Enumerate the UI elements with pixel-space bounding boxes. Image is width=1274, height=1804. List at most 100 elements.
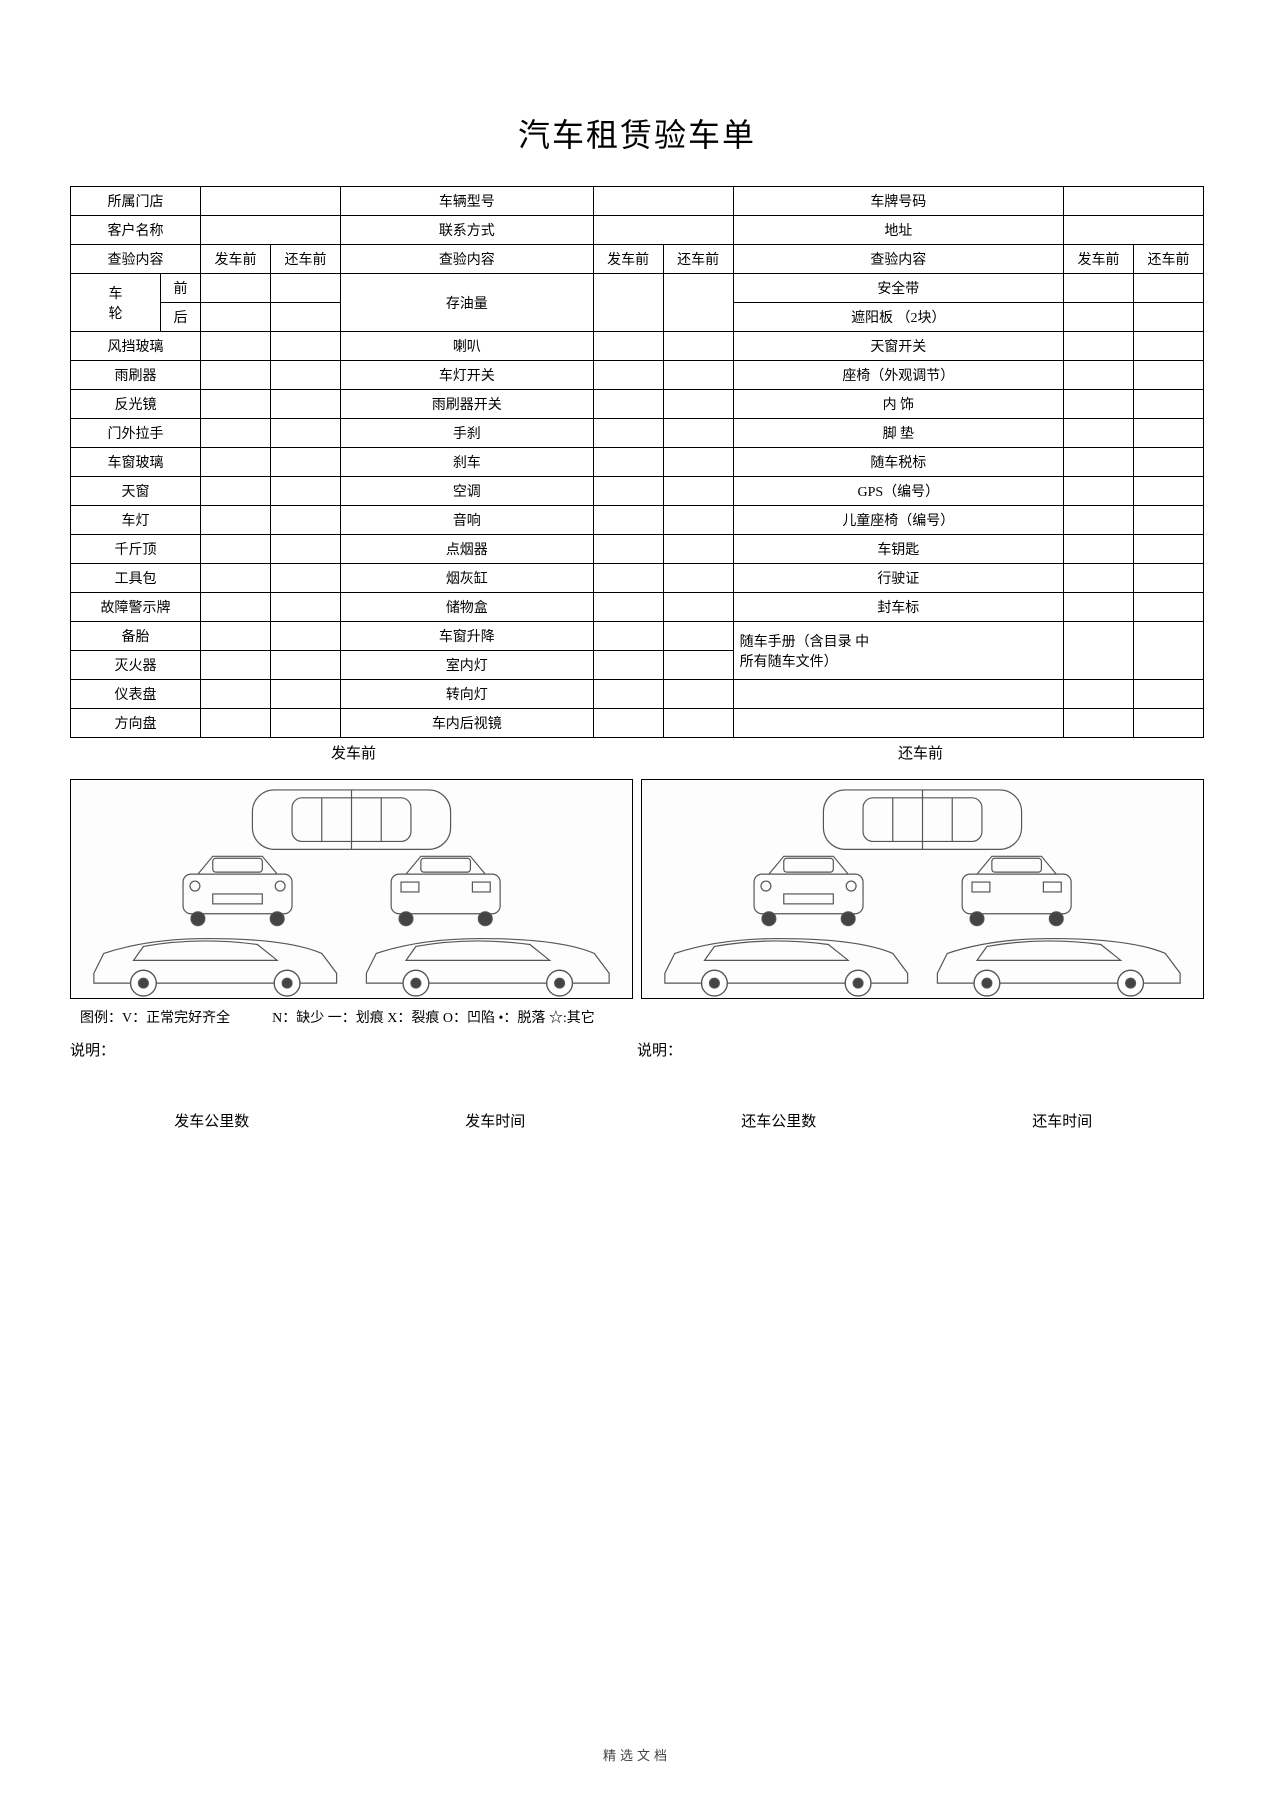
cell-store-value[interactable] — [201, 187, 341, 216]
cell-check[interactable] — [201, 419, 271, 448]
cell-check[interactable] — [593, 709, 663, 738]
cell-check[interactable] — [271, 564, 341, 593]
diagram-after[interactable] — [641, 779, 1204, 999]
cell-check[interactable] — [1134, 419, 1204, 448]
cell-check[interactable] — [663, 680, 733, 709]
cell-check[interactable] — [593, 651, 663, 680]
cell-check[interactable] — [1134, 709, 1204, 738]
cell-check[interactable] — [1134, 332, 1204, 361]
cell-check[interactable] — [201, 303, 271, 332]
cell-check[interactable] — [593, 535, 663, 564]
cell-check[interactable] — [1064, 477, 1134, 506]
cell-check[interactable] — [663, 448, 733, 477]
cell-check[interactable] — [271, 448, 341, 477]
cell-check[interactable] — [1064, 303, 1134, 332]
cell-check[interactable] — [271, 680, 341, 709]
cell-check[interactable] — [201, 390, 271, 419]
cell-check[interactable] — [593, 593, 663, 622]
cell-check[interactable] — [271, 361, 341, 390]
cell-check[interactable] — [201, 651, 271, 680]
cell-check[interactable] — [593, 332, 663, 361]
cell-check[interactable] — [1064, 709, 1134, 738]
cell-check[interactable] — [663, 477, 733, 506]
cell-model-value[interactable] — [593, 187, 733, 216]
cell-check[interactable] — [663, 390, 733, 419]
cell-check[interactable] — [271, 506, 341, 535]
cell-check[interactable] — [1134, 390, 1204, 419]
cell-check[interactable] — [271, 709, 341, 738]
cell-check[interactable] — [1064, 332, 1134, 361]
cell-check[interactable] — [1064, 564, 1134, 593]
cell-check[interactable] — [201, 274, 271, 303]
cell-check[interactable] — [1064, 680, 1134, 709]
cell-check[interactable] — [201, 506, 271, 535]
diagram-before[interactable] — [70, 779, 633, 999]
cell-check[interactable] — [271, 332, 341, 361]
cell-check[interactable] — [201, 593, 271, 622]
cell-check[interactable] — [1064, 390, 1134, 419]
cell-check[interactable] — [1134, 477, 1204, 506]
cell-check[interactable] — [663, 535, 733, 564]
cell-check[interactable] — [593, 274, 663, 332]
cell-check[interactable] — [1134, 593, 1204, 622]
cell-check[interactable] — [1064, 535, 1134, 564]
cell-cust-value[interactable] — [201, 216, 341, 245]
cell-check[interactable] — [271, 274, 341, 303]
cell-check[interactable] — [1064, 274, 1134, 303]
cell-check[interactable] — [1134, 361, 1204, 390]
cell-check[interactable] — [201, 622, 271, 651]
cell-check[interactable] — [663, 593, 733, 622]
cell-check[interactable] — [1134, 535, 1204, 564]
cell-check[interactable] — [201, 709, 271, 738]
cell-phone-value[interactable] — [593, 216, 733, 245]
cell-check[interactable] — [1134, 448, 1204, 477]
cell-check[interactable] — [201, 361, 271, 390]
cell-check[interactable] — [1064, 361, 1134, 390]
cell-check[interactable] — [1134, 303, 1204, 332]
cell-check[interactable] — [593, 419, 663, 448]
cell-check[interactable] — [663, 506, 733, 535]
cell-check[interactable] — [271, 477, 341, 506]
cell-check[interactable] — [201, 448, 271, 477]
cell-check[interactable] — [271, 593, 341, 622]
cell-check[interactable] — [271, 622, 341, 651]
cell-check[interactable] — [271, 535, 341, 564]
cell-check[interactable] — [1134, 622, 1204, 680]
cell-check[interactable] — [1064, 419, 1134, 448]
cell-check[interactable] — [663, 361, 733, 390]
cell-check[interactable] — [1064, 506, 1134, 535]
cell-addr-value[interactable] — [1064, 216, 1204, 245]
cell-check[interactable] — [663, 274, 733, 332]
cell-check[interactable] — [663, 564, 733, 593]
cell-check[interactable] — [201, 332, 271, 361]
cell-check[interactable] — [201, 477, 271, 506]
cell-check[interactable] — [663, 622, 733, 651]
cell-check[interactable] — [271, 303, 341, 332]
cell-check[interactable] — [201, 680, 271, 709]
cell-check[interactable] — [593, 622, 663, 651]
cell-check[interactable] — [201, 564, 271, 593]
cell-check[interactable] — [663, 332, 733, 361]
cell-check[interactable] — [271, 651, 341, 680]
cell-check[interactable] — [1134, 506, 1204, 535]
cell-check[interactable] — [201, 535, 271, 564]
cell-check[interactable] — [1134, 564, 1204, 593]
cell-check[interactable] — [593, 361, 663, 390]
cell-check[interactable] — [593, 448, 663, 477]
cell-check[interactable] — [663, 419, 733, 448]
cell-check[interactable] — [1134, 680, 1204, 709]
cell-check[interactable] — [593, 390, 663, 419]
cell-check[interactable] — [271, 390, 341, 419]
cell-plate-value[interactable] — [1064, 187, 1204, 216]
cell-check[interactable] — [593, 506, 663, 535]
cell-check[interactable] — [593, 564, 663, 593]
cell-check[interactable] — [593, 477, 663, 506]
cell-check[interactable] — [1064, 448, 1134, 477]
cell-check[interactable] — [1064, 593, 1134, 622]
cell-check[interactable] — [663, 709, 733, 738]
cell-check[interactable] — [593, 680, 663, 709]
cell-check[interactable] — [1064, 622, 1134, 680]
cell-check[interactable] — [663, 651, 733, 680]
cell-check[interactable] — [271, 419, 341, 448]
cell-check[interactable] — [1134, 274, 1204, 303]
